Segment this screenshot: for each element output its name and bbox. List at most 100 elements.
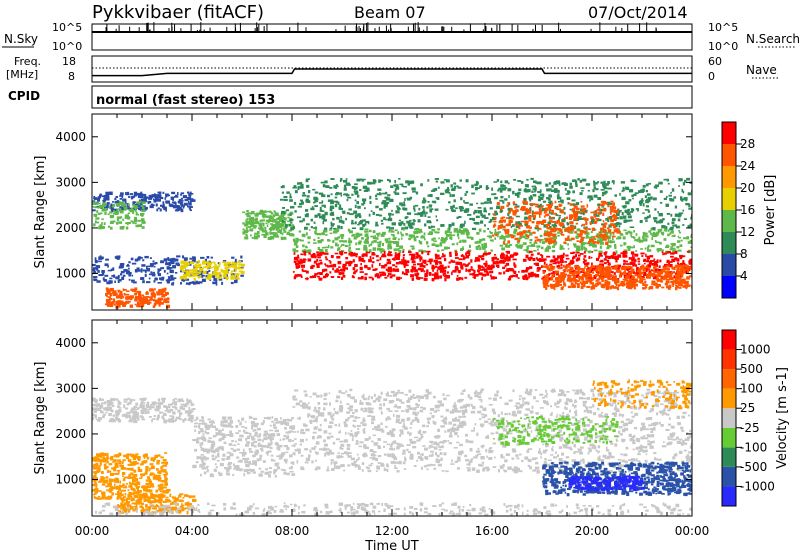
heatmap-cell (166, 272, 169, 275)
heatmap-cell (460, 266, 464, 270)
heatmap-cell (686, 276, 690, 280)
heatmap-cell (642, 278, 646, 281)
heatmap-cell (103, 408, 107, 410)
heatmap-cell (512, 258, 517, 261)
heatmap-cell (645, 189, 648, 193)
heatmap-cell (672, 280, 677, 283)
heatmap-cell (545, 213, 549, 217)
heatmap-cell (604, 281, 607, 284)
heatmap-cell (445, 208, 449, 211)
heatmap-cell (671, 281, 674, 284)
heatmap-cell (376, 241, 382, 244)
heatmap-cell (626, 275, 630, 280)
heatmap-cell (465, 252, 467, 256)
heatmap-cell (208, 269, 211, 272)
heatmap-cell (358, 256, 362, 259)
heatmap-cell (544, 209, 548, 213)
heatmap-cell (422, 209, 425, 211)
heatmap-cell (93, 197, 96, 201)
heatmap-cell (654, 208, 657, 211)
heatmap-cell (464, 201, 469, 204)
heatmap-cell (242, 222, 245, 225)
heatmap-cell (405, 232, 408, 236)
heatmap-cell (547, 246, 552, 250)
heatmap-cell (403, 265, 406, 268)
heatmap-cell (413, 205, 416, 208)
heatmap-cell (683, 266, 686, 269)
heatmap-cell (559, 259, 564, 264)
heatmap-cell (152, 271, 155, 274)
heatmap-cell (185, 270, 191, 274)
heatmap-cell (633, 229, 636, 233)
heatmap-cell (162, 473, 168, 476)
heatmap-cell (442, 253, 444, 256)
heatmap-cell (554, 284, 559, 288)
heatmap-cell (531, 185, 537, 188)
heatmap-cell (607, 227, 610, 230)
heatmap-cell (251, 210, 255, 215)
heatmap-cell (503, 271, 506, 275)
heatmap-cell (383, 217, 386, 221)
heatmap-cell (298, 239, 301, 241)
heatmap-cell (175, 194, 178, 198)
heatmap-cell (115, 221, 119, 225)
heatmap-cell (549, 260, 553, 263)
heatmap-cell (601, 223, 606, 226)
heatmap-cell (364, 273, 368, 276)
heatmap-cell (94, 488, 99, 491)
heatmap-cell (101, 195, 106, 198)
heatmap-cell (429, 209, 433, 213)
heatmap-cell (639, 219, 643, 224)
heatmap-cell (416, 254, 420, 257)
heatmap-cell (458, 228, 462, 232)
heatmap-cell (515, 205, 520, 208)
heatmap-cell (674, 205, 678, 209)
heatmap-cell (564, 261, 567, 263)
heatmap-cell (483, 230, 486, 233)
heatmap-cell (372, 236, 377, 240)
heatmap-cell (553, 189, 557, 193)
heatmap-cell (299, 202, 303, 206)
heatmap-cell (579, 229, 584, 233)
heatmap-cell (377, 243, 381, 246)
heatmap-cell (681, 267, 685, 271)
heatmap-cell (110, 301, 115, 305)
heatmap-cell (540, 238, 544, 241)
heatmap-cell (128, 295, 131, 300)
heatmap-cell (136, 290, 141, 294)
heatmap-cell (688, 284, 691, 287)
heatmap-cell (144, 298, 149, 301)
heatmap-cell (595, 280, 597, 282)
heatmap-cell (454, 267, 459, 271)
heatmap-cell (546, 263, 548, 266)
heatmap-cell (631, 277, 635, 280)
heatmap-cell (672, 267, 676, 270)
heatmap-cell (642, 287, 646, 290)
heatmap-cell (523, 270, 528, 273)
heatmap-cell (684, 280, 689, 285)
heatmap-cell (190, 420, 194, 423)
heatmap-cell (668, 284, 672, 288)
heatmap-cell (611, 231, 615, 234)
heatmap-cell (598, 275, 603, 278)
heatmap-cell (395, 256, 400, 260)
heatmap-cell (529, 238, 533, 242)
heatmap-cell (551, 237, 553, 241)
heatmap-cell (148, 296, 151, 299)
heatmap-cell (93, 483, 98, 487)
heatmap-cell (128, 300, 131, 303)
heatmap-cell (157, 414, 160, 419)
heatmap-cell (103, 413, 105, 415)
heatmap-cell (677, 275, 681, 278)
heatmap-cell (609, 215, 613, 220)
heatmap-cell (413, 207, 416, 210)
heatmap-cell (640, 248, 643, 250)
heatmap-cell (180, 208, 184, 213)
heatmap-cell (504, 243, 508, 245)
heatmap-cell (108, 490, 113, 493)
heatmap-cell (530, 271, 534, 276)
heatmap-cell (567, 285, 572, 289)
heatmap-cell (387, 273, 392, 276)
heatmap-cell (245, 219, 248, 223)
heatmap-cell (584, 262, 589, 266)
